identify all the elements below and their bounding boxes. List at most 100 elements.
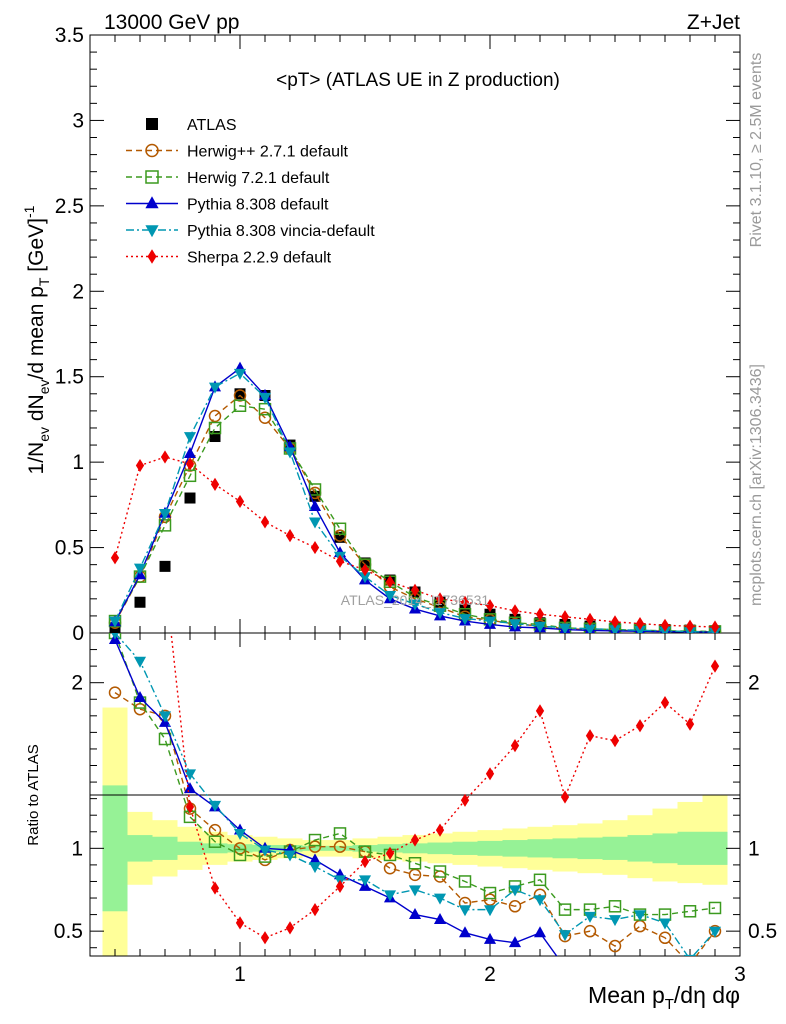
main-data-point: [660, 618, 670, 632]
legend-marker: [146, 118, 158, 130]
legend-marker: [145, 143, 159, 158]
ratio-band-stat-bin: [427, 842, 453, 855]
ratio-data-point: [285, 921, 295, 935]
ratio-data-point: [483, 932, 497, 944]
ratio-band-stat-bin: [477, 840, 503, 856]
ratio-data-point: [658, 931, 672, 945]
ratio-data-point: [308, 853, 322, 865]
main-data-point: [359, 557, 371, 569]
main-data-point: [358, 572, 372, 584]
ratio-data-point: [408, 885, 422, 897]
main-data-point: [583, 624, 597, 633]
ratio-data-point: [659, 966, 671, 977]
main-data-point: [158, 509, 172, 520]
ratio-data-point: [558, 903, 572, 916]
main-data-point: [483, 616, 497, 628]
main-data-point: [133, 563, 147, 575]
main-data-point: [135, 458, 145, 473]
ratio-y-tick-label-right: 0.5: [748, 920, 777, 943]
ratio-series-line: [114, 639, 558, 956]
main-series-line: [114, 394, 716, 633]
ratio-data-point: [708, 901, 722, 915]
ratio-data-point: [533, 873, 547, 887]
main-data-point: [383, 591, 397, 603]
ratio-data-point: [383, 861, 397, 875]
ratio-band-stat-bin: [152, 836, 178, 860]
main-data-point: [333, 522, 347, 536]
ratio-data-point: [158, 732, 172, 746]
ratio-data-point: [136, 113, 144, 126]
ratio-data-point: [458, 905, 472, 917]
legend-entry: Herwig++ 2.7.1 default: [126, 144, 349, 161]
ratio-data-point: [583, 911, 597, 923]
ratio-band-stat-bin: [352, 845, 378, 852]
legend-marker: [147, 249, 157, 264]
legend-entry: Sherpa 2.2.9 default: [126, 249, 332, 267]
main-data-point: [334, 531, 346, 543]
rivet-label: Rivet 3.1.10, ≥ 2.5M events: [748, 53, 765, 248]
ratio-band-stat-bin: [702, 831, 728, 865]
ratio-y-tick-label-right: 2: [748, 672, 760, 695]
main-series: [110, 450, 720, 633]
main-data-point: [258, 392, 272, 404]
main-data-point: [685, 619, 695, 633]
ratio-data-point: [708, 926, 722, 938]
ratio-data-point: [685, 717, 695, 731]
main-y-tick-label: 1: [72, 451, 84, 474]
ratio-series-line: [114, 633, 716, 916]
ratio-data-point: [133, 691, 147, 702]
ratio-data-point: [608, 900, 622, 913]
ratio-y-axis-title: Ratio to ATLAS: [25, 744, 42, 845]
ratio-data-point: [483, 886, 497, 900]
main-data-point: [308, 499, 322, 511]
main-data-point: [435, 592, 445, 606]
ratio-data-point: [584, 961, 596, 972]
ratio-data-point: [508, 900, 522, 913]
ratio-y-tick-label-left: 0.5: [54, 920, 83, 943]
x-tick-label: 1: [234, 963, 246, 986]
main-data-point: [183, 447, 197, 458]
ratio-data-point: [633, 910, 647, 922]
ratio-data-point: [308, 862, 322, 874]
ratio-data-point: [585, 729, 595, 743]
main-data-point: [608, 625, 622, 633]
ratio-band-stat-bin: [327, 845, 353, 851]
ratio-band-stat-bin: [677, 831, 703, 865]
ratio-band-stat-bin: [552, 838, 578, 859]
main-data-point: [560, 610, 570, 624]
ratio-data-point: [485, 767, 495, 781]
main-data-point: [308, 483, 322, 496]
ratio-data-point: [335, 879, 345, 894]
ratio-data-point: [111, 633, 119, 640]
ratio-band-stat-bin: [402, 843, 428, 854]
ratio-data-point: [658, 918, 672, 930]
ratio-data-point: [483, 905, 497, 917]
ratio-data-point: [308, 833, 322, 847]
main-data-point: [208, 409, 222, 423]
ratio-data-point: [535, 704, 545, 718]
main-data-point: [208, 382, 222, 394]
main-data-point: [160, 450, 170, 464]
main-data-point: [233, 399, 247, 413]
ratio-data-point: [233, 848, 247, 862]
main-data-point: [310, 540, 320, 555]
main-data-point: [385, 575, 395, 589]
ratio-series: [136, 113, 720, 945]
ratio-data-point: [185, 800, 195, 814]
main-data-point: [533, 621, 547, 633]
legend-marker: [145, 225, 159, 238]
main-data-point: [558, 623, 572, 633]
main-data-point: [285, 529, 295, 543]
ratio-series-line: [170, 633, 716, 939]
ratio-band-stat-bin: [527, 839, 553, 858]
ratio-data-point: [283, 850, 297, 862]
ratio-data-point: [233, 829, 247, 841]
ratio-data-point: [208, 800, 222, 812]
ratio-data-point: [433, 865, 447, 878]
ratio-band-stat-bin: [502, 840, 528, 857]
ratio-data-point: [608, 939, 622, 953]
main-data-point: [208, 421, 222, 435]
legend-marker: [145, 196, 159, 209]
main-data-point: [635, 617, 645, 631]
